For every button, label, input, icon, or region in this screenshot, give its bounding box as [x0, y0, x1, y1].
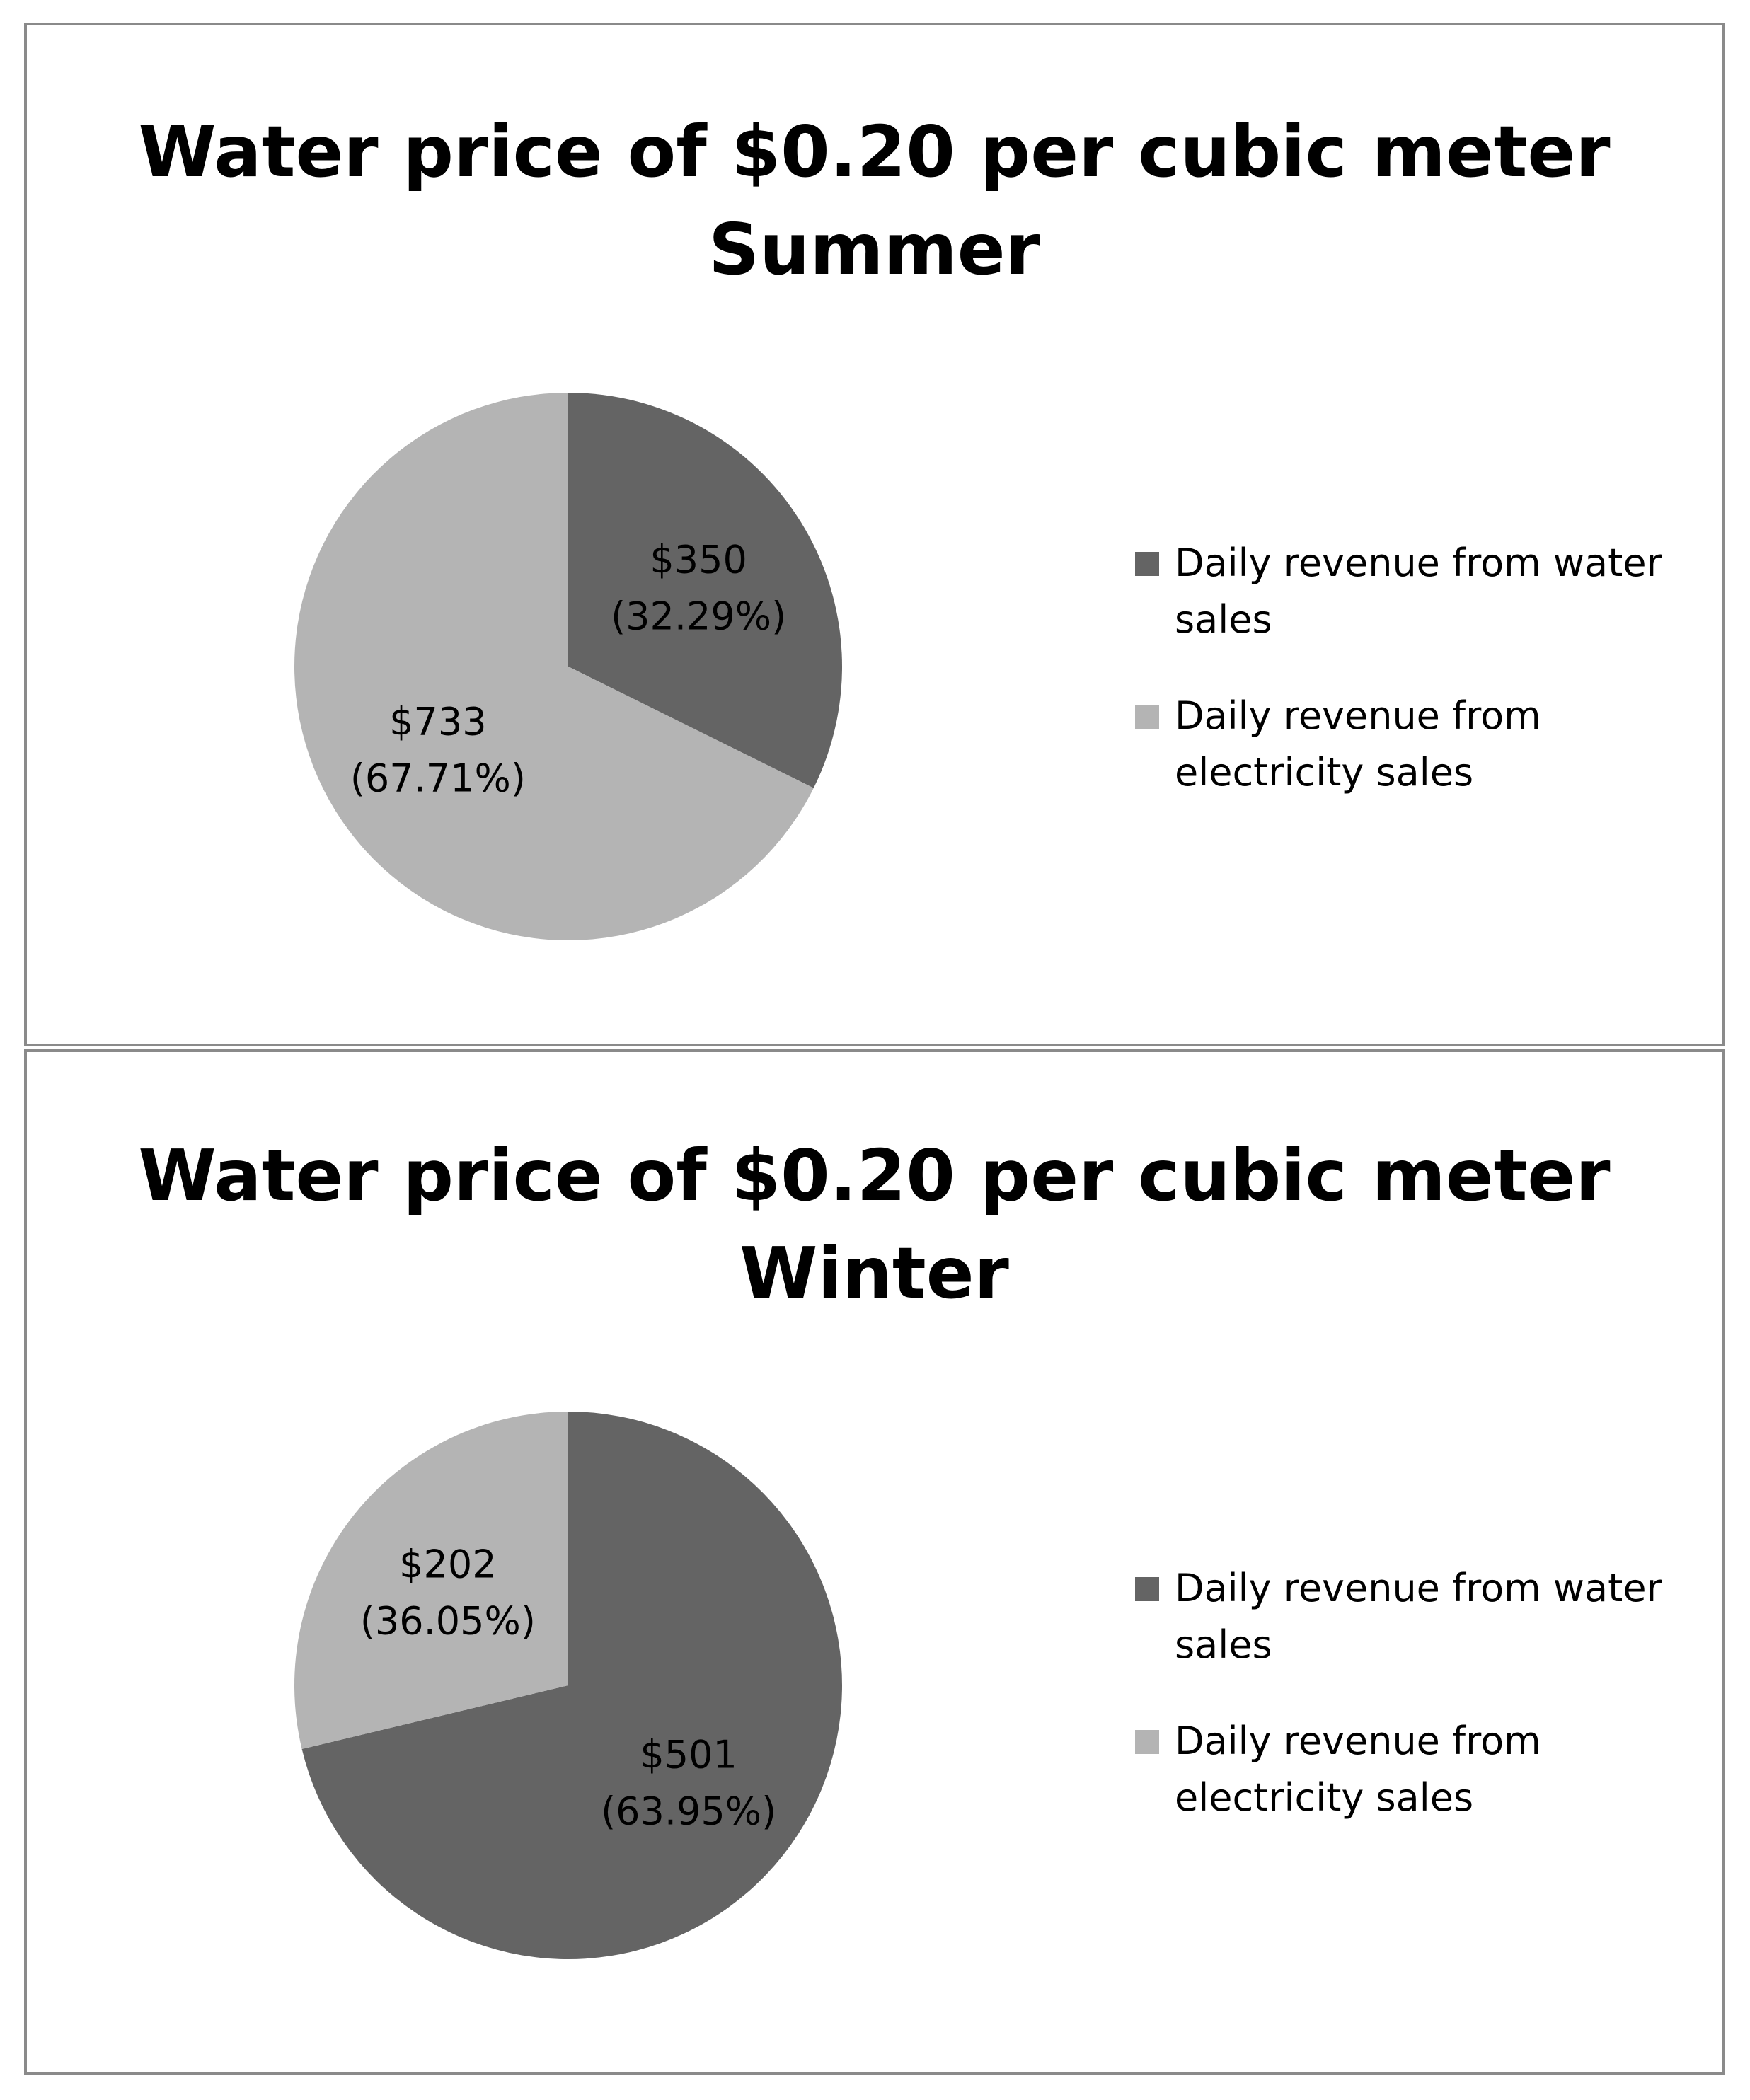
- pie-slice-electricity: [294, 393, 814, 940]
- legend-label-line-1: Daily revenue from: [1175, 1719, 1541, 1763]
- pie-chart: $350 (32.29%) $733 (67.71%): [294, 393, 842, 940]
- legend-label-line-2: electricity sales: [1175, 1775, 1474, 1820]
- pie-slice-water: [568, 393, 842, 788]
- chart-title-line-1: Water price of $0.20 per cubic meter: [138, 1134, 1611, 1217]
- legend-item-electricity: Daily revenue from electricity sales: [1135, 688, 1701, 801]
- chart-legend: Daily revenue from water sales Daily rev…: [1135, 1560, 1701, 1866]
- legend-swatch-electricity: [1135, 705, 1159, 729]
- legend-item-water: Daily revenue from water sales: [1135, 535, 1701, 648]
- legend-label-line-1: Daily revenue from water: [1175, 541, 1662, 585]
- legend-label-line-1: Daily revenue from water: [1175, 1566, 1662, 1610]
- legend-label-line-1: Daily revenue from: [1175, 693, 1541, 738]
- legend-label-line-2: sales: [1175, 1622, 1272, 1667]
- legend-item-electricity: Daily revenue from electricity sales: [1135, 1713, 1701, 1826]
- legend-item-water: Daily revenue from water sales: [1135, 1560, 1701, 1673]
- chart-title-line-2: Winter: [739, 1232, 1009, 1315]
- chart-title-line-1: Water price of $0.20 per cubic meter: [138, 110, 1611, 193]
- chart-panel-winter: Water price of $0.20 per cubic meter Win…: [24, 1049, 1725, 2075]
- chart-panel-summer: Water price of $0.20 per cubic meter Sum…: [24, 23, 1725, 1046]
- pie-slice-electricity: [294, 1412, 568, 1749]
- legend-label-line-2: sales: [1175, 597, 1272, 642]
- pie-chart: $501 (63.95%) $202 (36.05%): [294, 1412, 843, 1959]
- chart-title: Water price of $0.20 per cubic meter Sum…: [27, 103, 1722, 299]
- legend-label-line-2: electricity sales: [1175, 750, 1474, 795]
- data-label: $501 (63.95%): [601, 1732, 776, 1833]
- legend-swatch-electricity: [1135, 1730, 1159, 1754]
- chart-title-line-2: Summer: [708, 208, 1040, 291]
- data-label: $202 (36.05%): [360, 1542, 536, 1644]
- data-label: $733 (67.71%): [350, 699, 526, 800]
- chart-title: Water price of $0.20 per cubic meter Win…: [27, 1127, 1722, 1322]
- chart-legend: Daily revenue from water sales Daily rev…: [1135, 535, 1701, 841]
- legend-swatch-water: [1135, 1577, 1159, 1601]
- data-label: $350 (32.29%): [611, 538, 786, 639]
- pie-slice-water: [301, 1412, 843, 1959]
- legend-swatch-water: [1135, 552, 1159, 576]
